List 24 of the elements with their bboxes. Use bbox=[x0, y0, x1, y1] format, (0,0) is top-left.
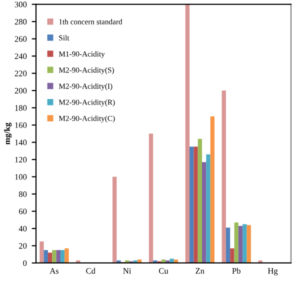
y-tick-label: 120 bbox=[15, 156, 27, 162]
x-tick-label: Pb bbox=[232, 268, 240, 274]
y-tick-label: 240 bbox=[14, 53, 27, 60]
y-tick-label: 0 bbox=[23, 260, 27, 266]
x-tick-label: Cu bbox=[158, 268, 168, 274]
x-tick-label: Ni bbox=[123, 268, 132, 274]
y-tick-label: 140 bbox=[15, 140, 27, 146]
y-tick-label: 220 bbox=[14, 70, 27, 76]
y-axis-title: mg/kg bbox=[4, 122, 12, 145]
y-tick-label: 80 bbox=[18, 191, 27, 197]
x-tick-label: Hg bbox=[268, 268, 278, 276]
x-tick-label: Cd bbox=[86, 268, 96, 274]
x-tick-label: As bbox=[50, 268, 59, 274]
y-tick-label: 40 bbox=[18, 226, 27, 232]
x-tick-label: Zn bbox=[196, 268, 204, 274]
y-tick-label: 200 bbox=[14, 88, 27, 94]
y-tick-label: 160 bbox=[15, 122, 27, 128]
y-tick-label: 60 bbox=[18, 208, 27, 214]
y-tick-label: 260 bbox=[14, 36, 27, 42]
y-tick-label: 280 bbox=[14, 18, 27, 25]
y-tick-label: 180 bbox=[15, 105, 27, 111]
y-tick-label: 300 bbox=[14, 2, 27, 8]
y-tick-label: 20 bbox=[19, 243, 27, 249]
y-tick-label: 100 bbox=[15, 174, 27, 180]
